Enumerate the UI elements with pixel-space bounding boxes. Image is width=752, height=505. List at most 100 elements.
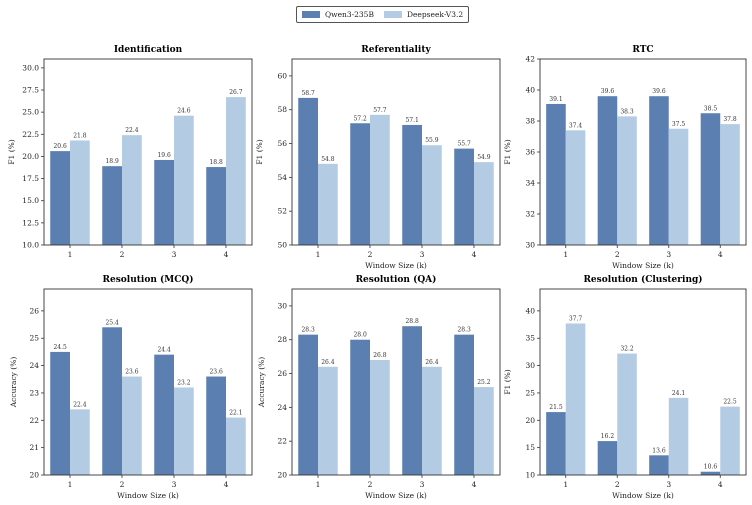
data-label: 28.3 bbox=[301, 327, 315, 334]
bar bbox=[70, 409, 90, 475]
y-tick-label: 30 bbox=[525, 361, 535, 370]
y-tick-label: 17.5 bbox=[22, 174, 39, 183]
x-tick-label: 1 bbox=[68, 480, 73, 489]
x-tick-label: 3 bbox=[172, 250, 177, 259]
y-tick-label: 35 bbox=[525, 334, 535, 343]
plot-frame bbox=[291, 58, 501, 246]
x-tick-label: 4 bbox=[472, 250, 477, 259]
data-label: 26.4 bbox=[321, 359, 335, 366]
y-tick-label: 26 bbox=[29, 306, 39, 315]
data-label: 13.6 bbox=[652, 447, 666, 454]
data-label: 21.5 bbox=[549, 404, 563, 411]
y-tick-label: 50 bbox=[277, 241, 287, 250]
bar bbox=[402, 326, 422, 475]
y-tick-label: 27.5 bbox=[22, 86, 39, 95]
y-tick-label: 54 bbox=[277, 173, 287, 182]
data-label: 19.6 bbox=[157, 152, 171, 159]
x-axis-label: Window Size (k) bbox=[117, 491, 179, 500]
bar bbox=[402, 124, 422, 245]
y-tick-label: 25 bbox=[29, 334, 39, 343]
x-tick-label: 3 bbox=[666, 250, 671, 259]
bar bbox=[720, 406, 740, 475]
chart-panel-2: Referentiality 58.7 54.8 1 57.2 57.7 2 57.1 55.9… bbox=[255, 45, 501, 270]
data-label: 55.9 bbox=[425, 137, 439, 144]
y-axis-label: F1 (%) bbox=[503, 139, 512, 164]
bar bbox=[174, 115, 194, 245]
data-label: 23.2 bbox=[177, 379, 191, 386]
y-tick-label: 58 bbox=[277, 105, 287, 114]
bar bbox=[668, 128, 689, 245]
y-axis-label: F1 (%) bbox=[503, 369, 512, 394]
chart-title: Resolution (MCQ) bbox=[103, 274, 194, 285]
bar bbox=[422, 366, 442, 475]
y-tick-label: 10 bbox=[525, 471, 535, 480]
bar bbox=[700, 471, 721, 475]
x-axis-label: Window Size (k) bbox=[365, 261, 427, 270]
x-tick-label: 2 bbox=[368, 250, 373, 259]
data-label: 24.6 bbox=[177, 108, 191, 115]
bar bbox=[206, 167, 226, 245]
data-label: 26.4 bbox=[425, 359, 439, 366]
bar bbox=[454, 148, 474, 245]
data-label: 37.7 bbox=[569, 315, 583, 322]
x-tick-label: 3 bbox=[420, 250, 425, 259]
bar bbox=[50, 351, 70, 475]
bar bbox=[454, 334, 474, 475]
data-label: 28.3 bbox=[457, 327, 471, 334]
y-tick-label: 30 bbox=[277, 301, 287, 310]
data-label: 37.5 bbox=[672, 121, 686, 128]
x-tick-label: 2 bbox=[615, 480, 620, 489]
chart-panel-6: Resolution (Clustering) 21.5 37.7 1 16.2 32.2… bbox=[503, 274, 747, 500]
y-tick-label: 21 bbox=[29, 443, 39, 452]
bar bbox=[597, 96, 618, 245]
x-tick-label: 1 bbox=[563, 250, 568, 259]
data-label: 32.2 bbox=[620, 346, 634, 353]
x-tick-label: 1 bbox=[563, 480, 568, 489]
plot-frame bbox=[43, 58, 253, 246]
data-label: 24.1 bbox=[672, 390, 685, 397]
bar bbox=[350, 339, 370, 475]
x-tick-label: 2 bbox=[120, 250, 125, 259]
data-label: 37.8 bbox=[723, 116, 737, 123]
data-label: 39.1 bbox=[549, 96, 562, 103]
bar bbox=[70, 140, 90, 245]
bar bbox=[649, 455, 669, 475]
data-label: 18.8 bbox=[209, 159, 223, 166]
bar bbox=[102, 166, 122, 245]
bar bbox=[122, 376, 142, 475]
y-tick-label: 22.5 bbox=[22, 130, 39, 139]
chart-panel-5: Resolution (QA) 28.3 26.4 1 28.0 26.8 2 28.8 26.… bbox=[257, 274, 501, 500]
y-tick-label: 15 bbox=[525, 443, 535, 452]
chart-title: Resolution (Clustering) bbox=[583, 274, 702, 285]
y-tick-label: 22 bbox=[29, 416, 39, 425]
y-tick-label: 32 bbox=[525, 210, 535, 219]
y-tick-label: 56 bbox=[277, 139, 287, 148]
bar bbox=[206, 376, 226, 475]
data-label: 54.9 bbox=[477, 154, 491, 161]
y-tick-label: 40 bbox=[525, 86, 535, 95]
bar bbox=[370, 360, 390, 475]
legend: Qwen3-235B Deepseek-V3.2 bbox=[296, 6, 470, 23]
y-tick-label: 22 bbox=[277, 437, 287, 446]
data-label: 37.4 bbox=[569, 122, 583, 129]
y-tick-label: 40 bbox=[525, 306, 535, 315]
y-tick-label: 20 bbox=[29, 471, 39, 480]
chart-panel-3: RTC 39.1 37.4 1 39.6 38.3 2 39.6 37.5 3 38.5 37.8 4 3… bbox=[503, 45, 747, 270]
x-tick-label: 2 bbox=[368, 480, 373, 489]
data-label: 23.6 bbox=[125, 369, 139, 376]
bar bbox=[318, 163, 338, 245]
y-tick-label: 30 bbox=[525, 241, 535, 250]
y-tick-label: 20 bbox=[277, 471, 287, 480]
y-tick-label: 28 bbox=[277, 335, 287, 344]
data-label: 26.7 bbox=[229, 89, 243, 96]
y-tick-label: 25 bbox=[525, 388, 535, 397]
data-label: 18.9 bbox=[105, 158, 119, 165]
y-tick-label: 25.0 bbox=[22, 108, 39, 117]
bar bbox=[565, 130, 586, 245]
data-label: 28.0 bbox=[353, 332, 367, 339]
data-label: 57.1 bbox=[405, 117, 418, 124]
data-label: 39.6 bbox=[601, 88, 615, 95]
bar bbox=[154, 354, 174, 475]
legend-item-qwen: Qwen3-235B bbox=[302, 10, 374, 19]
